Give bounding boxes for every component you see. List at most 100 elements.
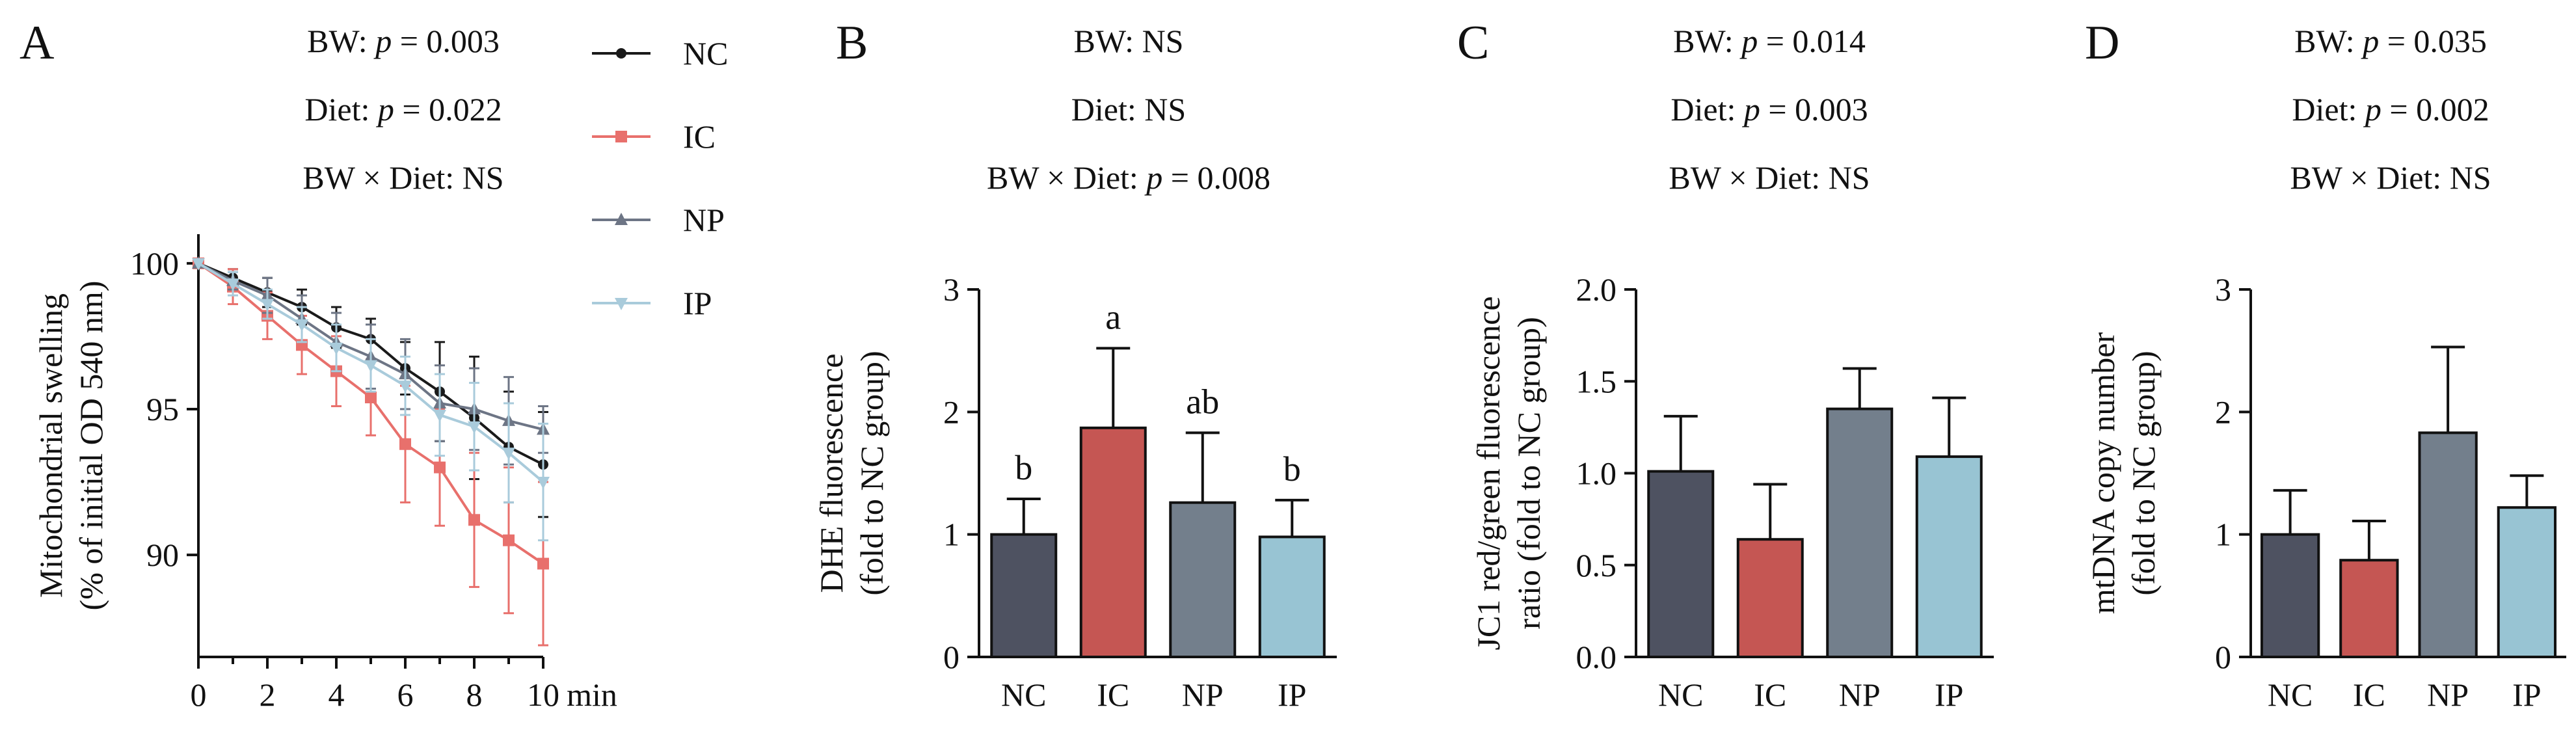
data-point bbox=[365, 392, 377, 404]
legend-marker-IP bbox=[615, 298, 628, 310]
data-point bbox=[537, 477, 550, 490]
stat-line: BW: NS bbox=[1074, 23, 1184, 59]
bar-IC bbox=[2339, 559, 2399, 659]
x-tick-label: 0 bbox=[191, 676, 207, 713]
significance-label: a bbox=[1105, 297, 1121, 336]
stat-text: BW: bbox=[307, 23, 375, 59]
stat-line: Diet: p = 0.002 bbox=[2292, 91, 2489, 127]
significance-label: b bbox=[1015, 448, 1032, 487]
stat-text: BW: bbox=[1673, 23, 1741, 59]
bar-NC bbox=[2260, 533, 2320, 659]
data-point bbox=[434, 461, 446, 474]
y-tick-label: 1 bbox=[2215, 516, 2231, 553]
panel-A: A BW: p = 0.003 Diet: p = 0.022 BW × Diet: … bbox=[20, 16, 728, 713]
stat-line: BW: p = 0.003 bbox=[307, 23, 500, 59]
data-point bbox=[537, 557, 549, 570]
y-tick-label: 95 bbox=[146, 391, 179, 427]
y-tick-label: 3 bbox=[943, 271, 959, 308]
y-axis-subtitle: (fold to NC group) bbox=[853, 351, 890, 595]
stat-text: = 0.002 bbox=[2381, 91, 2489, 127]
x-tick-label: NC bbox=[1658, 676, 1703, 713]
x-tick-label: NP bbox=[1182, 676, 1224, 713]
panel-letter: D bbox=[2085, 16, 2119, 70]
y-axis-title: Mitochondrial swelling bbox=[33, 293, 69, 598]
series-IC bbox=[193, 257, 549, 647]
series-IP bbox=[192, 258, 550, 542]
stat-text: = 0.008 bbox=[1162, 159, 1270, 196]
x-axis-unit: min bbox=[567, 676, 617, 713]
bar-IC bbox=[1736, 538, 1804, 659]
x-tick-label: 6 bbox=[397, 676, 414, 713]
y-axis-label: DHE fluorescence (fold to NC group) bbox=[813, 351, 890, 595]
x-tick-label: 10 bbox=[527, 676, 559, 713]
x-tick-label: 8 bbox=[466, 676, 483, 713]
data-point bbox=[226, 278, 239, 291]
stat-p-symbol: p bbox=[1742, 91, 1760, 127]
y-tick-label: 1.5 bbox=[1576, 363, 1617, 399]
stat-line: BW × Diet: NS bbox=[302, 159, 503, 196]
panel-B: B BW: NS Diet: NS BW × Diet: p = 0.008 DHE f… bbox=[813, 16, 1337, 713]
stat-p-symbol: p bbox=[2363, 91, 2381, 127]
legend: NC IC NP IP bbox=[592, 35, 728, 321]
y-axis-label: JC1 red/green fluorescence ratio (fold to… bbox=[1470, 296, 1547, 650]
stat-line: Diet: NS bbox=[1071, 91, 1186, 127]
y-tick-label: 1 bbox=[943, 516, 959, 553]
bar-IP bbox=[1258, 535, 1326, 659]
x-tick-label: IP bbox=[2512, 676, 2541, 713]
y-axis-label: Mitochondrial swelling (% of initial OD 5… bbox=[33, 281, 109, 611]
x-tick-label: IP bbox=[1278, 676, 1306, 713]
stat-p-symbol: p bbox=[1144, 159, 1162, 196]
bar-NP bbox=[1826, 407, 1894, 658]
y-tick-label: 1.0 bbox=[1576, 455, 1617, 492]
stat-line: Diet: p = 0.003 bbox=[1670, 91, 1868, 127]
panel-letter: A bbox=[20, 16, 54, 70]
y-tick-label: 3 bbox=[2215, 271, 2231, 308]
stat-p-symbol: p bbox=[376, 91, 394, 127]
stat-text: = 0.003 bbox=[392, 23, 500, 59]
y-tick-label: 2 bbox=[943, 394, 959, 430]
y-axis-title: JC1 red/green fluorescence bbox=[1470, 296, 1507, 650]
stat-text: = 0.022 bbox=[394, 91, 502, 127]
y-axis-subtitle: (% of initial OD 540 nm) bbox=[73, 281, 109, 611]
data-point bbox=[468, 421, 481, 434]
stat-text: BW × Diet: bbox=[987, 159, 1146, 196]
y-axis-label: mtDNA copy number (fold to NC group) bbox=[2085, 332, 2162, 615]
bar-IP bbox=[2497, 506, 2557, 658]
x-tick-label: IC bbox=[1754, 676, 1786, 713]
x-tick-label: IC bbox=[1097, 676, 1129, 713]
stat-text: = 0.035 bbox=[2379, 23, 2487, 59]
y-tick-label: 2.0 bbox=[1576, 271, 1617, 308]
stat-text: Diet: bbox=[2292, 91, 2365, 127]
data-point bbox=[399, 438, 411, 450]
significance-label: ab bbox=[1186, 382, 1219, 421]
x-tick-label: NC bbox=[1001, 676, 1046, 713]
x-tick-label: NP bbox=[1839, 676, 1881, 713]
panel-letter: B bbox=[836, 16, 868, 70]
y-axis-subtitle: ratio (fold to NC group) bbox=[1510, 317, 1547, 629]
panel-D: D BW: p = 0.035 Diet: p = 0.002 BW × Diet: … bbox=[2085, 16, 2566, 713]
y-tick-label: 0.0 bbox=[1576, 639, 1617, 675]
data-point bbox=[295, 319, 308, 332]
panel-C: C BW: p = 0.014 Diet: p = 0.003 BW × Diet: … bbox=[1457, 16, 1994, 713]
stat-text: = 0.014 bbox=[1758, 23, 1866, 59]
x-tick-label: IP bbox=[1935, 676, 1963, 713]
bar-NP bbox=[1169, 501, 1237, 659]
y-tick-label: 0 bbox=[2215, 639, 2231, 675]
data-point bbox=[330, 342, 343, 355]
y-tick-label: 2 bbox=[2215, 394, 2231, 430]
stat-line: BW × Diet: NS bbox=[1669, 159, 1870, 196]
y-axis-subtitle: (fold to NC group) bbox=[2125, 351, 2162, 595]
stat-text: Diet: bbox=[304, 91, 377, 127]
legend-label-NC: NC bbox=[683, 35, 728, 72]
y-axis-title: DHE fluorescence bbox=[813, 354, 850, 593]
legend-marker-IC bbox=[615, 131, 627, 142]
legend-label-IP: IP bbox=[683, 285, 712, 321]
bar-NC bbox=[990, 533, 1058, 659]
stat-text: BW: bbox=[2294, 23, 2363, 59]
x-tick-label: IC bbox=[2353, 676, 2385, 713]
legend-marker-NC bbox=[616, 48, 626, 59]
x-tick-label: 4 bbox=[329, 676, 345, 713]
stat-p-symbol: p bbox=[373, 23, 392, 59]
bar-IP bbox=[1915, 455, 1983, 658]
